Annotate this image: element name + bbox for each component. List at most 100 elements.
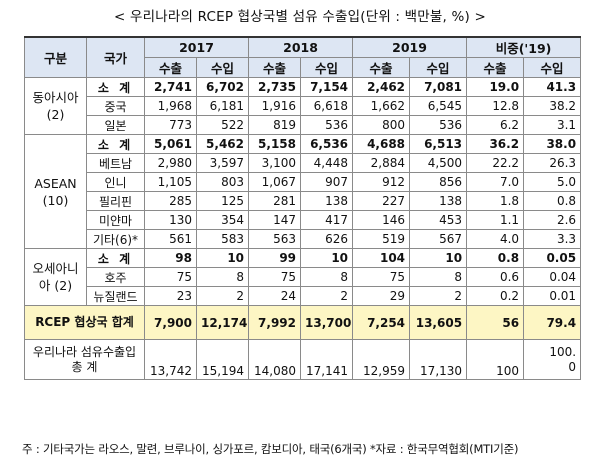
header-share: 비중('19) <box>466 36 582 58</box>
value-cell: 2.6 <box>523 210 582 230</box>
header-year-2018: 2018 <box>248 36 354 58</box>
subtotal-label: 소 계 <box>86 134 145 154</box>
value-cell: 5.0 <box>523 172 582 192</box>
value-cell: 10 <box>409 248 468 268</box>
value-cell: 417 <box>300 210 354 230</box>
value-cell: 2,980 <box>144 153 197 173</box>
value-cell: 563 <box>248 229 302 249</box>
header-category: 구분 <box>24 36 87 78</box>
value-cell: 4,448 <box>300 153 354 173</box>
header-year-2019: 2019 <box>352 36 468 58</box>
table-row: 일본 773 522 819 536 800 536 6.2 3.1 <box>25 115 582 135</box>
rcep-total-label: RCEP 협상국 합계 <box>24 305 145 340</box>
value-cell: 12.8 <box>466 96 525 116</box>
value-cell: 227 <box>352 191 411 211</box>
value-cell: 41.3 <box>523 77 582 97</box>
value-cell: 14,080 <box>248 339 302 380</box>
country-label: 중국 <box>86 96 145 116</box>
header-row-2: 수출 수입 수출 수입 수출 수입 수출 수입 <box>25 57 582 78</box>
value-cell: 0.05 <box>523 248 582 268</box>
value-cell: 24 <box>248 286 302 306</box>
value-cell: 856 <box>409 172 468 192</box>
value-cell: 5,158 <box>248 134 302 154</box>
value-cell: 773 <box>144 115 197 135</box>
value-cell: 2,884 <box>352 153 411 173</box>
value-cell: 22.2 <box>466 153 525 173</box>
value-cell: 1.8 <box>466 191 525 211</box>
value-cell: 36.2 <box>466 134 525 154</box>
value-cell: 536 <box>409 115 468 135</box>
value-cell: 8 <box>409 267 468 287</box>
region-label: 동아시아 (2) <box>24 77 87 135</box>
value-cell: 1,105 <box>144 172 197 192</box>
subtotal-label: 소 계 <box>86 248 145 268</box>
country-label: 기타(6)* <box>86 229 145 249</box>
subtotal-row: 오세아니 아 (2) 소 계 98 10 99 10 104 10 0.8 0.05 <box>24 248 582 306</box>
value-cell: 2 <box>195 286 250 306</box>
value-cell: 4,500 <box>409 153 468 173</box>
value-cell: 3,597 <box>195 153 250 173</box>
table-title: < 우리나라의 RCEP 협상국별 섬유 수출입(단위 : 백만불, %) > <box>113 9 487 25</box>
value-cell: 3.3 <box>523 229 582 249</box>
country-label: 일본 <box>86 115 145 135</box>
value-cell: 0.6 <box>466 267 525 287</box>
value-cell: 7,081 <box>409 77 468 97</box>
value-cell: 522 <box>195 115 250 135</box>
header-export: 수출 <box>466 57 525 78</box>
value-cell: 12,959 <box>352 339 411 380</box>
header-export: 수출 <box>352 57 411 78</box>
subtotal-row: ASEAN (10) 소 계 5,061 5,462 5,158 6,536 4,688 6,… <box>24 134 582 249</box>
value-cell: 7.0 <box>466 172 525 192</box>
value-cell: 146 <box>352 210 411 230</box>
table-row: 미얀마 130 354 147 417 146 453 1.1 2.6 <box>25 210 582 230</box>
value-cell: 281 <box>248 191 302 211</box>
value-cell: 912 <box>352 172 411 192</box>
value-cell: 453 <box>409 210 468 230</box>
value-cell: 800 <box>352 115 411 135</box>
subtotal-row: 동아시아 (2) 소 계 2,741 6,702 2,735 7,154 2,462 7,08… <box>24 77 582 135</box>
table-row: 인니 1,105 803 1,067 907 912 856 7.0 5.0 <box>25 172 582 192</box>
value-cell: 1,067 <box>248 172 302 192</box>
value-cell: 98 <box>144 248 197 268</box>
value-cell: 100. 0 <box>523 339 582 380</box>
value-cell: 29 <box>352 286 411 306</box>
trade-table: 구분 국가 2017 2018 2019 비중('19) 수출 수입 수출 수입… <box>24 36 582 380</box>
value-cell: 0.01 <box>523 286 582 306</box>
value-cell: 10 <box>300 248 354 268</box>
value-cell: 7,900 <box>144 305 197 340</box>
rcep-total-row: RCEP 협상국 합계 7,900 12,174 7,992 13,700 7,254 13… <box>24 305 582 340</box>
value-cell: 285 <box>144 191 197 211</box>
value-cell: 0.04 <box>523 267 582 287</box>
value-cell: 75 <box>352 267 411 287</box>
value-cell: 1.1 <box>466 210 525 230</box>
value-cell: 2 <box>300 286 354 306</box>
value-cell: 7,992 <box>248 305 302 340</box>
value-cell: 7,154 <box>300 77 354 97</box>
value-cell: 38.2 <box>523 96 582 116</box>
value-cell: 519 <box>352 229 411 249</box>
value-cell: 99 <box>248 248 302 268</box>
region-label: ASEAN (10) <box>24 134 87 249</box>
header-year-2017: 2017 <box>143 36 250 58</box>
value-cell: 8 <box>195 267 250 287</box>
header-import: 수입 <box>409 57 468 78</box>
value-cell: 5,462 <box>195 134 250 154</box>
value-cell: 7,254 <box>352 305 411 340</box>
value-cell: 354 <box>195 210 250 230</box>
table-row: 중국 1,968 6,181 1,916 6,618 1,662 6,545 12.8 38.2 <box>25 96 582 116</box>
country-label: 필리핀 <box>86 191 145 211</box>
value-cell: 803 <box>195 172 250 192</box>
value-cell: 13,605 <box>409 305 468 340</box>
country-label: 인니 <box>86 172 145 192</box>
country-label: 호주 <box>86 267 145 287</box>
value-cell: 79.4 <box>523 305 582 340</box>
header-import: 수입 <box>195 57 250 78</box>
value-cell: 13,700 <box>300 305 354 340</box>
value-cell: 567 <box>409 229 468 249</box>
value-cell: 5,061 <box>144 134 197 154</box>
value-cell: 17,141 <box>300 339 354 380</box>
table-row: 호주 75 8 75 8 75 8 0.6 0.04 <box>25 267 582 287</box>
value-cell: 0.8 <box>523 191 582 211</box>
value-cell: 6,181 <box>195 96 250 116</box>
table-row: 필리핀 285 125 281 138 227 138 1.8 0.8 <box>25 191 582 211</box>
